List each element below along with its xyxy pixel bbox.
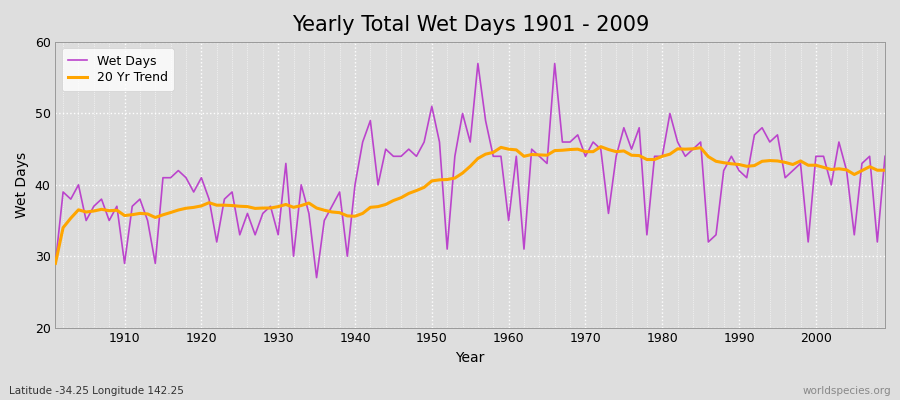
Wet Days bbox=[334, 190, 345, 194]
Title: Yearly Total Wet Days 1901 - 2009: Yearly Total Wet Days 1901 - 2009 bbox=[292, 15, 649, 35]
Wet Days bbox=[112, 204, 122, 209]
20 Yr Trend bbox=[603, 147, 614, 152]
Wet Days bbox=[472, 61, 483, 66]
20 Yr Trend bbox=[50, 261, 61, 266]
Text: Latitude -34.25 Longitude 142.25: Latitude -34.25 Longitude 142.25 bbox=[9, 386, 184, 396]
Wet Days bbox=[50, 261, 61, 266]
Wet Days bbox=[281, 161, 292, 166]
Line: 20 Yr Trend: 20 Yr Trend bbox=[56, 147, 885, 263]
20 Yr Trend bbox=[112, 208, 122, 213]
Wet Days bbox=[518, 247, 529, 252]
Y-axis label: Wet Days: Wet Days bbox=[15, 152, 29, 218]
Wet Days bbox=[311, 275, 322, 280]
X-axis label: Year: Year bbox=[455, 351, 485, 365]
20 Yr Trend bbox=[596, 144, 607, 149]
Legend: Wet Days, 20 Yr Trend: Wet Days, 20 Yr Trend bbox=[62, 48, 174, 91]
20 Yr Trend bbox=[503, 147, 514, 152]
20 Yr Trend bbox=[281, 202, 292, 207]
20 Yr Trend bbox=[879, 168, 890, 173]
20 Yr Trend bbox=[496, 145, 507, 150]
20 Yr Trend bbox=[327, 210, 338, 214]
Wet Days bbox=[511, 154, 522, 159]
Text: worldspecies.org: worldspecies.org bbox=[803, 386, 891, 396]
Wet Days bbox=[611, 154, 622, 159]
Wet Days bbox=[879, 154, 890, 159]
Line: Wet Days: Wet Days bbox=[56, 64, 885, 278]
